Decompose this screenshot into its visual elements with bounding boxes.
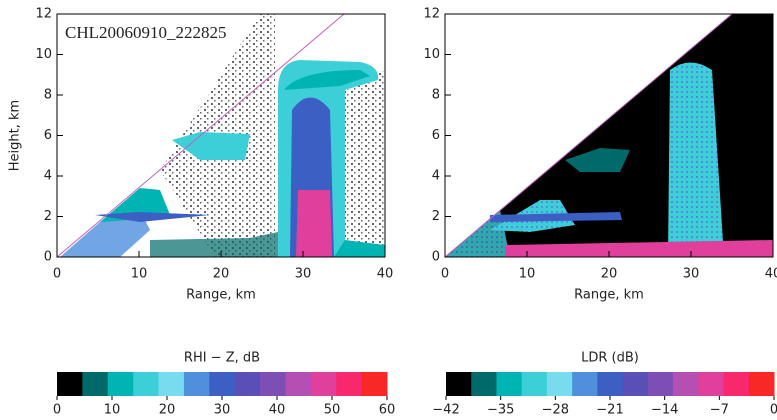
colorbar-swatch [285, 372, 312, 396]
y-tick-label: 2 [432, 209, 440, 224]
colorbar-swatch [723, 372, 750, 396]
y-tick-label: 12 [423, 7, 440, 22]
x-tick-label: 30 [683, 267, 700, 282]
colorbar-swatch [647, 372, 674, 396]
colorbar-swatch [260, 372, 286, 396]
colorbar-swatch [209, 372, 236, 396]
y-axis-label: Height, km [8, 100, 23, 171]
x-tick-label: 20 [213, 267, 230, 282]
colorbar-label: RHI − Z, dB [184, 351, 260, 366]
colorbar-tick-label: 30 [214, 403, 231, 418]
colorbar-tick-label: −21 [596, 403, 623, 418]
y-tick-label: 0 [432, 250, 440, 265]
colorbar-swatch [572, 372, 598, 396]
colorbar-swatch [158, 372, 185, 396]
colorbar-tick-label: −42 [432, 403, 459, 418]
y-tick-label: 6 [432, 128, 440, 143]
colorbar-swatch [133, 372, 160, 396]
x-tick-label: 10 [131, 267, 148, 282]
colorbar-swatch [361, 372, 388, 396]
colorbar-swatch [234, 372, 261, 396]
y-tick-label: 0 [44, 250, 52, 265]
colorbar-swatch [336, 372, 363, 396]
colorbar-swatch [597, 372, 624, 396]
x-tick-label: 30 [295, 267, 312, 282]
colorbar-tick-label: −14 [651, 403, 678, 418]
x-tick-label: 40 [377, 267, 394, 282]
annotation: CHL20060910_222825 [65, 23, 227, 42]
radar-limit [56, 13, 345, 258]
colorbar-label: LDR (dB) [581, 351, 639, 366]
radar-limit [444, 13, 733, 258]
y-tick-label: 4 [432, 169, 440, 184]
y-tick-label: 8 [432, 88, 440, 103]
x-tick-label: 10 [519, 267, 536, 282]
colorbar-swatch [471, 372, 497, 396]
x-axis-label: Range, km [574, 288, 644, 303]
colorbar-swatch [446, 372, 472, 396]
colorbar-swatch [622, 372, 649, 396]
colorbar-swatch [310, 372, 337, 396]
y-tick-label: 2 [44, 209, 52, 224]
radar-field [60, 14, 385, 257]
colorbar-tick-label: −7 [710, 403, 729, 418]
colorbar-swatch [183, 372, 210, 396]
colorbar-tick-label: −28 [542, 403, 569, 418]
x-tick-label: 0 [53, 267, 61, 282]
y-tick-label: 6 [44, 128, 52, 143]
colorbar-swatch [748, 372, 775, 396]
colorbar-swatch [107, 372, 134, 396]
colorbar-tick-label: −35 [487, 403, 514, 418]
x-tick-label: 20 [601, 267, 618, 282]
y-tick-label: 12 [35, 7, 52, 22]
colorbar-swatch [698, 372, 725, 396]
colorbar-swatch [546, 372, 573, 396]
x-tick-label: 40 [765, 267, 777, 282]
colorbar-swatch [57, 372, 83, 396]
y-tick-label: 8 [44, 88, 52, 103]
x-tick-label: 0 [441, 267, 449, 282]
colorbar-tick-label: 0 [53, 403, 61, 418]
colorbar-swatch [496, 372, 523, 396]
colorbar-tick-label: 40 [269, 403, 286, 418]
colorbar-swatch [673, 372, 699, 396]
colorbar-tick-label: 10 [104, 403, 121, 418]
y-tick-label: 4 [44, 169, 52, 184]
y-tick-label: 10 [35, 47, 52, 62]
y-tick-label: 10 [423, 47, 440, 62]
colorbar-swatch [82, 372, 109, 396]
colorbar-tick-label: 50 [324, 403, 341, 418]
radar-field [445, 14, 773, 257]
colorbar-tick-label: 20 [159, 403, 176, 418]
colorbar-swatch [521, 372, 548, 396]
colorbar-tick-label: 0 [770, 403, 777, 418]
colorbar-tick-label: 60 [379, 403, 396, 418]
x-axis-label: Range, km [186, 288, 256, 303]
